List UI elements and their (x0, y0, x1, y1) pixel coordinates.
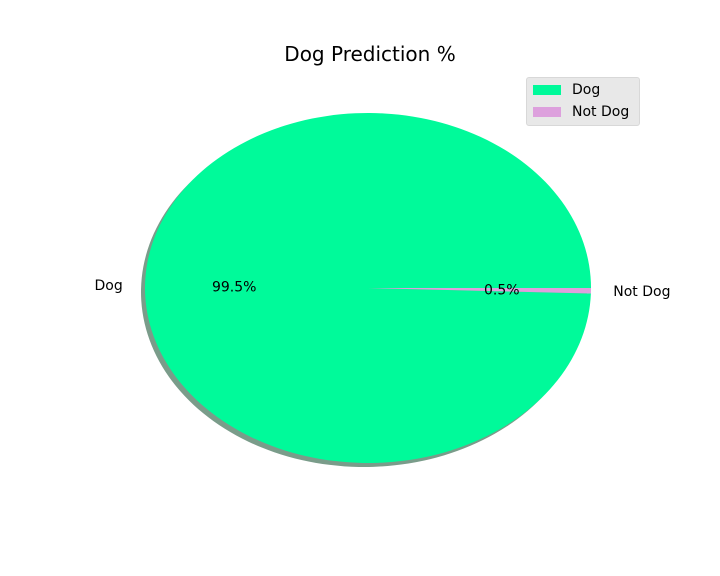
pie-slice-not-dog (368, 288, 591, 294)
chart-legend: Dog Not Dog (526, 77, 640, 126)
legend-label-not-dog: Not Dog (572, 104, 630, 120)
legend-label-dog: Dog (572, 82, 601, 98)
legend-swatch-dog (533, 85, 561, 95)
slice-label-dog: Dog (94, 278, 122, 294)
slice-percent-not-dog: 0.5% (484, 283, 520, 299)
slice-label-not-dog: Not Dog (613, 284, 670, 300)
legend-item-dog: Dog (533, 82, 600, 98)
chart-title: Dog Prediction % (284, 42, 456, 66)
pie-slice-dog (145, 112, 591, 463)
legend-swatch-not-dog (533, 107, 561, 117)
slice-percent-dog: 99.5% (212, 279, 256, 295)
legend-item-not-dog: Not Dog (533, 104, 629, 120)
